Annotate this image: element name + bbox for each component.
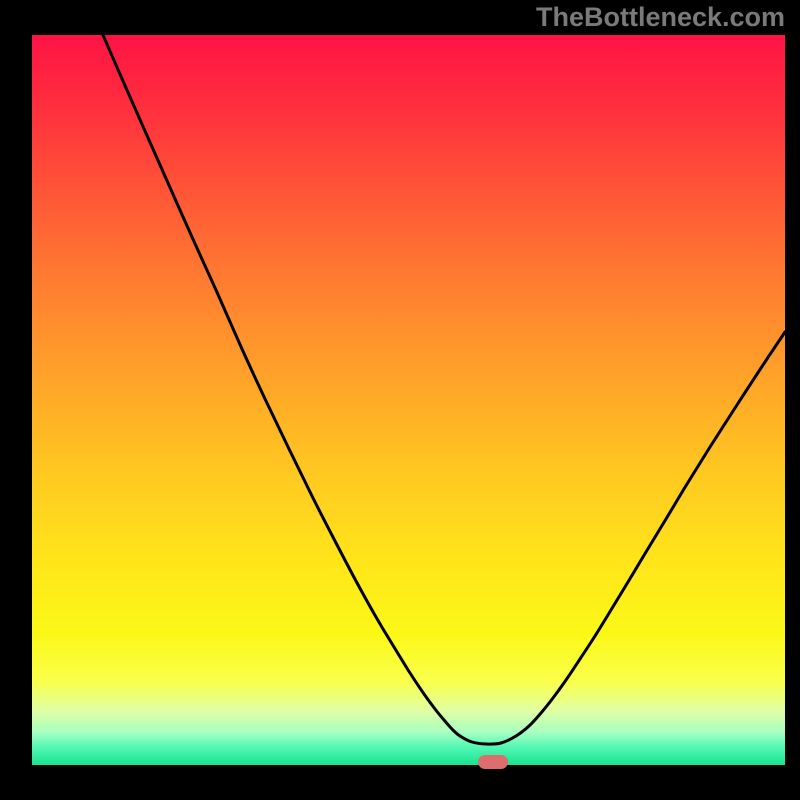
plot-area bbox=[32, 35, 785, 765]
bottleneck-curve bbox=[103, 35, 785, 744]
curve-layer bbox=[32, 35, 785, 765]
optimum-marker bbox=[478, 755, 508, 769]
watermark-text: TheBottleneck.com bbox=[536, 2, 785, 33]
chart-container: TheBottleneck.com bbox=[0, 0, 800, 800]
